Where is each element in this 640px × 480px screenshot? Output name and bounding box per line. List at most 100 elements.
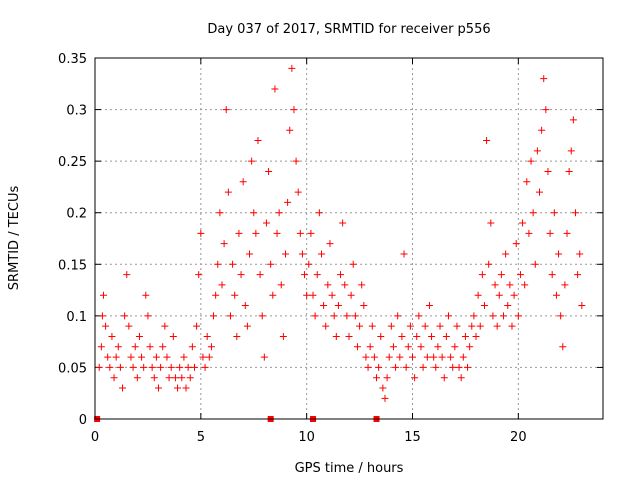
y-tick-label: 0.05 [58, 361, 87, 376]
data-point [521, 281, 529, 289]
data-point [305, 260, 313, 268]
data-point [425, 302, 433, 310]
data-point [262, 219, 270, 227]
data-point [121, 312, 129, 320]
data-point [337, 271, 345, 279]
data-point [497, 271, 505, 279]
data-point [167, 363, 175, 371]
data-point [311, 312, 319, 320]
data-point [284, 198, 292, 206]
data-point [123, 271, 131, 279]
data-point [436, 322, 444, 330]
data-point [461, 332, 469, 340]
data-point [377, 332, 385, 340]
data-point [277, 281, 285, 289]
data-point [258, 312, 266, 320]
data-point [99, 291, 107, 299]
data-point [271, 85, 279, 93]
y-tick-label: 0.3 [66, 104, 87, 119]
data-point [114, 343, 122, 351]
x-tick-label: 20 [510, 430, 527, 445]
data-point [339, 219, 347, 227]
data-point [144, 312, 152, 320]
data-point [345, 332, 353, 340]
data-point [222, 106, 230, 114]
data-point [98, 312, 106, 320]
data-point [138, 353, 146, 361]
data-point [330, 312, 338, 320]
data-point [224, 188, 232, 196]
data-point [180, 353, 188, 361]
data-point [442, 332, 450, 340]
data-point [398, 332, 406, 340]
data-point [529, 209, 537, 217]
data-point [574, 271, 582, 279]
data-point [129, 363, 137, 371]
data-point [561, 281, 569, 289]
data-point [178, 374, 186, 382]
data-point [195, 271, 203, 279]
data-point [525, 229, 533, 237]
data-point [235, 229, 243, 237]
data-point [423, 353, 431, 361]
data-point [453, 322, 461, 330]
data-point [243, 322, 251, 330]
data-point [140, 363, 148, 371]
y-tick-label: 0 [79, 413, 87, 428]
data-point [275, 209, 283, 217]
data-point [470, 312, 478, 320]
data-point [464, 363, 472, 371]
data-point [506, 281, 514, 289]
data-point [328, 291, 336, 299]
data-point [290, 106, 298, 114]
data-point [97, 343, 105, 351]
data-point [220, 240, 228, 248]
data-point [491, 281, 499, 289]
data-point [533, 147, 541, 155]
data-point [279, 332, 287, 340]
data-point [226, 312, 234, 320]
data-point [567, 147, 575, 155]
data-point [203, 332, 211, 340]
data-point [444, 312, 452, 320]
data-point [555, 250, 563, 258]
data-point [256, 271, 264, 279]
data-point [131, 343, 139, 351]
data-point [296, 229, 304, 237]
data-point [447, 353, 455, 361]
data-point [373, 374, 381, 382]
data-point [182, 384, 190, 392]
data-point [508, 322, 516, 330]
data-point [375, 363, 383, 371]
data-point [267, 260, 275, 268]
data-point [544, 167, 552, 175]
data-point [358, 281, 366, 289]
data-point [218, 281, 226, 289]
data-point [385, 353, 393, 361]
data-point [434, 343, 442, 351]
data-point [294, 188, 302, 196]
data-point [449, 363, 457, 371]
data-point [317, 250, 325, 258]
data-point [315, 209, 323, 217]
data-point [135, 332, 143, 340]
data-point [159, 343, 167, 351]
data-point [514, 312, 522, 320]
data-point [341, 281, 349, 289]
data-point [489, 312, 497, 320]
data-point [417, 343, 425, 351]
data-point [326, 240, 334, 248]
data-point [379, 384, 387, 392]
data-point [571, 209, 579, 217]
data-point [523, 178, 531, 186]
data-point [193, 322, 201, 330]
data-point [231, 291, 239, 299]
data-point [269, 291, 277, 299]
grid [95, 58, 603, 419]
data-point [106, 363, 114, 371]
data-point [356, 322, 364, 330]
data-point [163, 353, 171, 361]
data-point [474, 291, 482, 299]
data-point [552, 291, 560, 299]
plot-frame [94, 57, 604, 420]
